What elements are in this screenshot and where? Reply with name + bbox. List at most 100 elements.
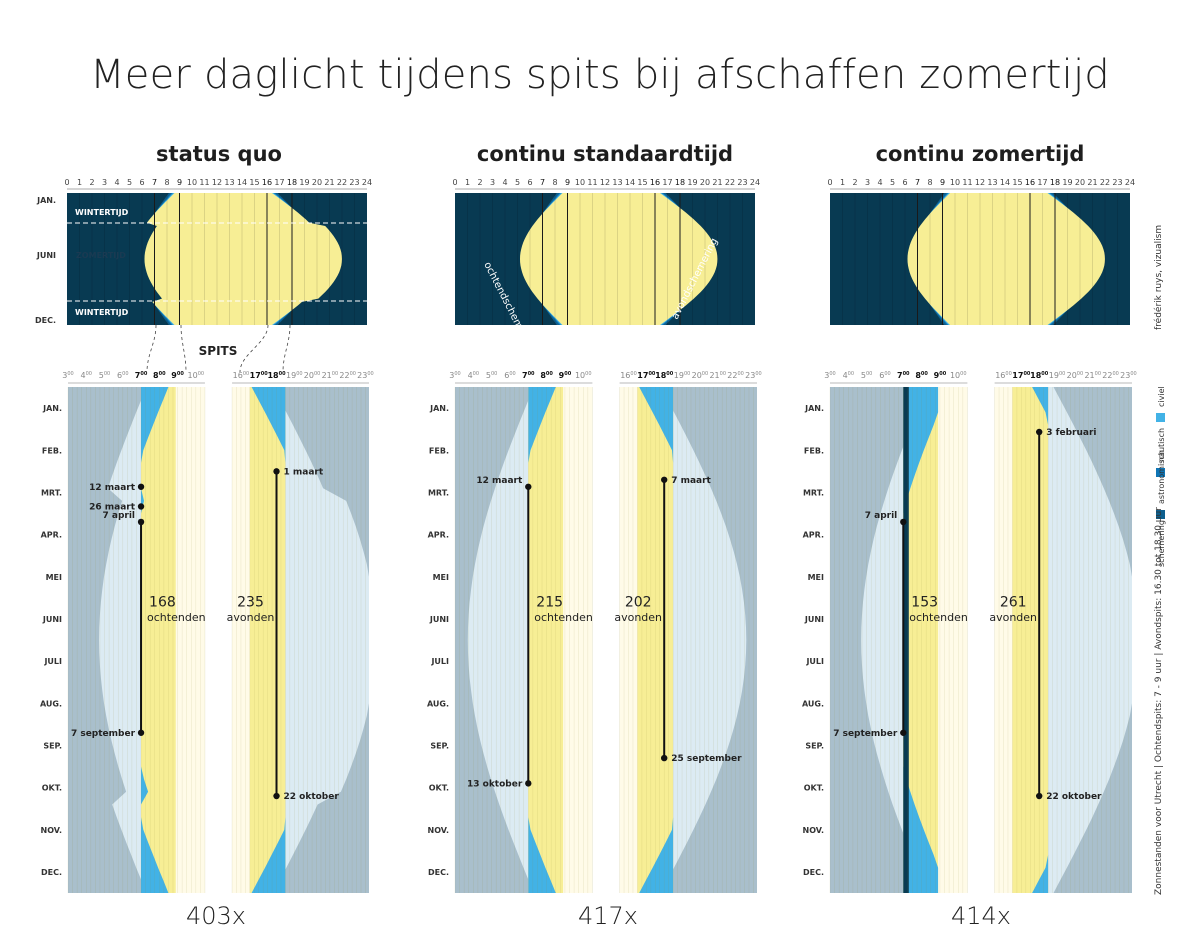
morning-start-label: 7 april: [865, 511, 898, 521]
[object SVGGElement]: 18: [675, 178, 685, 187]
hour-tick-label: 500: [861, 371, 872, 380]
[object SVGGElement]: 5: [890, 178, 895, 187]
morning-count: 153: [911, 594, 938, 610]
evening-end-dot: [273, 792, 280, 800]
hour-tick-label: 500: [486, 371, 497, 380]
[object SVGGElement]: 24: [750, 178, 760, 187]
month-label: JAN.: [36, 196, 56, 205]
hour-tick-label: 700: [135, 371, 148, 380]
hour-tick-label: 1700: [637, 371, 656, 380]
hour-tick-label: 1800: [1030, 371, 1049, 380]
hour-tick-label: 2200: [339, 371, 356, 380]
morning-end-dot: [137, 729, 145, 736]
month-label: JAN.: [804, 404, 824, 413]
evening-start-dot: [661, 476, 668, 483]
[object SVGGElement]: 8: [927, 178, 932, 187]
morning-end-dot: [900, 729, 907, 736]
legend-label: civiel: [1157, 386, 1166, 407]
hour-tick-label: 2000: [304, 371, 321, 380]
hour-tick-label: 300: [449, 371, 460, 380]
[object SVGGElement]: 4: [502, 178, 507, 187]
hour-tick-label: 800: [915, 371, 928, 380]
month-label: JAN.: [42, 404, 62, 413]
month-label: JULI: [43, 657, 62, 666]
hour-tick-label: 300: [62, 371, 73, 380]
legend-title: schemering: [1157, 520, 1166, 567]
evening-count: 202: [625, 594, 652, 610]
[object SVGGElement]: 19: [687, 178, 697, 187]
[object SVGGElement]: 5: [127, 178, 132, 187]
[object SVGGElement]: 13: [987, 178, 997, 187]
hour-tick-label: 1900: [286, 371, 303, 380]
[object SVGGElement]: 15: [1012, 178, 1022, 187]
hour-tick-label: 400: [81, 371, 92, 380]
month-label: AUG.: [427, 699, 449, 708]
hour-tick-label: 2100: [322, 371, 339, 380]
morning-start-dot: [525, 483, 532, 490]
[object SVGGElement]: 15: [249, 178, 259, 187]
hour-tick-label: 900: [559, 371, 572, 380]
morning-spits: [528, 387, 564, 893]
spits-connector: [180, 324, 187, 373]
bottom-panel: 300 400 500 600 700 800 900 1000 1600 1700 1800 190…: [427, 371, 762, 893]
evening-unit: avonden: [989, 611, 1037, 624]
total-status-quo: 403x: [185, 902, 246, 930]
extra-date-dot: [137, 503, 145, 510]
morning-start-dot: [137, 518, 145, 526]
[object SVGGElement]: 12: [600, 178, 610, 187]
[object SVGGElement]: 8: [552, 178, 557, 187]
hour-tick-label: 400: [468, 371, 479, 380]
[object SVGGElement]: 5: [515, 178, 520, 187]
evening-count: 235: [237, 594, 264, 610]
morning-unit: ochtenden: [147, 611, 206, 624]
evening-start-dot: [1036, 428, 1043, 436]
[object SVGGElement]: 20: [312, 178, 322, 187]
evening-start-label: 3 februari: [1046, 428, 1096, 438]
month-label: MRT.: [803, 488, 824, 497]
legend-label: astronomisch: [1157, 450, 1166, 504]
[object SVGGElement]: 4: [114, 178, 119, 187]
[object SVGGElement]: 17: [274, 178, 284, 187]
month-label: JUNI: [42, 615, 62, 624]
[object SVGGElement]: 4: [877, 178, 882, 187]
hour-tick-label: 1900: [674, 371, 691, 380]
[object SVGGElement]: 13: [224, 178, 234, 187]
[object SVGGElement]: 16: [650, 178, 660, 187]
[object SVGGElement]: 11: [587, 178, 597, 187]
hour-tick-label: 800: [540, 371, 553, 380]
[object SVGGElement]: 0: [827, 178, 832, 187]
evening-end-label: 22 oktober: [1046, 792, 1102, 802]
[object SVGGElement]: 12: [975, 178, 985, 187]
hour-tick-label: 600: [117, 371, 128, 380]
morning-count: 215: [536, 594, 563, 610]
top-panel: ochtendschemering avondschemering: [455, 188, 755, 354]
hour-tick-label: 2100: [1084, 371, 1101, 380]
[object SVGGElement]: 9: [177, 178, 182, 187]
month-label: OKT.: [804, 784, 824, 793]
month-label: JUNI: [36, 251, 56, 260]
[object SVGGElement]: 2: [477, 178, 482, 187]
[object SVGGElement]: 22: [725, 178, 735, 187]
[object SVGGElement]: 22: [1100, 178, 1110, 187]
hour-tick-label: 2300: [745, 371, 762, 380]
[object SVGGElement]: 3: [490, 178, 495, 187]
hour-tick-label: 1600: [620, 371, 637, 380]
hour-tick-label: 700: [522, 371, 535, 380]
month-label: MEI: [808, 573, 824, 582]
[object SVGGElement]: 0: [64, 178, 69, 187]
month-label: MRT.: [428, 488, 449, 497]
footnote: Zonnestanden voor Utrecht | Ochtendspits…: [1154, 507, 1164, 895]
extra-date-dot: [137, 483, 145, 490]
month-label: MRT.: [41, 488, 62, 497]
month-label: DEC.: [428, 868, 449, 877]
[object SVGGElement]: 17: [1037, 178, 1047, 187]
month-label: DEC.: [803, 868, 824, 877]
hour-tick-label: 600: [504, 371, 515, 380]
legend-swatch: [1156, 468, 1165, 477]
[object SVGGElement]: 10: [950, 178, 960, 187]
evening-spits: [637, 387, 674, 893]
evening-start-label: 1 maart: [284, 467, 324, 477]
[object SVGGElement]: 11: [962, 178, 972, 187]
spits-connector: [239, 324, 269, 373]
month-label: NOV.: [803, 826, 824, 835]
